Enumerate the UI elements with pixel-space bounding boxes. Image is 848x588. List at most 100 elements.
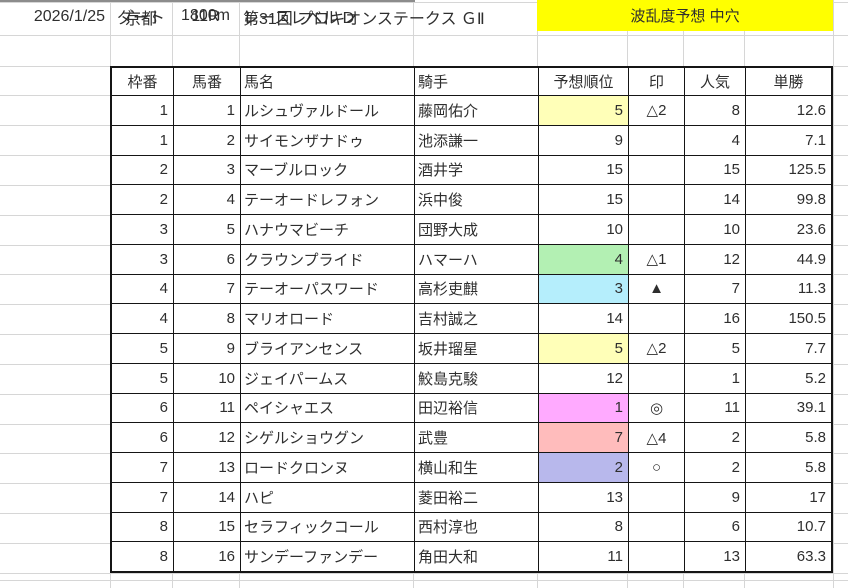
cell-predicted-rank[interactable]: 9 [539,125,629,156]
cell-popularity[interactable]: 1 [685,363,746,394]
cell-horse-name[interactable]: ジェイパームス [241,363,415,394]
cell-odds[interactable]: 5.2 [746,364,831,394]
cell-popularity[interactable]: 16 [685,304,746,334]
cell-uma[interactable]: 7 [174,274,241,305]
cell-mark[interactable]: ○ [629,453,685,483]
cell-jockey[interactable]: 吉村誠之 [415,304,539,334]
cell-waku[interactable]: 3 [112,215,174,245]
cell-popularity[interactable]: 14 [685,185,746,215]
cell-mark[interactable]: ◎ [629,393,685,424]
cell-waku[interactable]: 7 [112,453,174,483]
race-date[interactable]: 2026/1/25 [33,7,105,25]
cell-mark[interactable]: ▲ [629,274,685,305]
prediction-banner[interactable]: 波乱度予想 中穴 [537,0,833,31]
cell-horse-name[interactable]: シゲルショウグン [241,423,415,453]
cell-uma[interactable]: 16 [174,542,241,571]
cell-waku[interactable]: 6 [112,423,174,453]
cell-mark[interactable] [629,482,685,513]
cell-waku[interactable]: 1 [112,125,174,156]
cell-horse-name[interactable]: クラウンプライド [241,244,415,275]
col-header-odds[interactable]: 単勝 [746,68,831,96]
col-header-name[interactable]: 馬名 [241,68,415,96]
cell-popularity[interactable]: 8 [685,96,746,126]
cell-uma[interactable]: 8 [174,304,241,334]
cell-jockey[interactable]: 角田大和 [415,542,539,571]
cell-mark[interactable] [629,215,685,245]
cell-predicted-rank[interactable]: 10 [539,215,629,245]
cell-odds[interactable]: 125.5 [746,156,831,186]
cell-popularity[interactable]: 2 [685,423,746,453]
cell-odds[interactable]: 17 [746,483,831,513]
race-venue[interactable]: 京都 [124,10,157,28]
cell-popularity[interactable]: 13 [685,542,746,571]
cell-uma[interactable]: 9 [174,334,241,364]
cell-uma[interactable]: 2 [174,125,241,156]
cell-odds[interactable]: 5.8 [746,453,831,483]
col-header-waku[interactable]: 枠番 [112,68,174,96]
cell-horse-name[interactable]: ロードクロンヌ [241,453,415,483]
cell-popularity[interactable]: 15 [685,155,746,186]
cell-waku[interactable]: 2 [112,185,174,215]
cell-predicted-rank[interactable]: 1 [539,393,629,424]
cell-odds[interactable]: 150.5 [746,304,831,334]
cell-uma[interactable]: 4 [174,185,241,215]
cell-popularity[interactable]: 12 [685,244,746,275]
cell-popularity[interactable]: 4 [685,125,746,156]
cell-predicted-rank[interactable]: 13 [539,482,629,513]
cell-jockey[interactable]: 西村淳也 [415,512,539,543]
cell-odds[interactable]: 7.7 [746,334,831,364]
cell-jockey[interactable]: 田辺裕信 [415,393,539,424]
cell-jockey[interactable]: 菱田裕二 [415,482,539,513]
cell-horse-name[interactable]: サイモンザナドゥ [241,125,415,156]
cell-jockey[interactable]: 団野大成 [415,215,539,245]
cell-odds[interactable]: 23.6 [746,215,831,245]
cell-uma[interactable]: 6 [174,244,241,275]
cell-predicted-rank[interactable]: 8 [539,512,629,543]
cell-mark[interactable] [629,155,685,186]
cell-odds[interactable]: 11.3 [746,275,831,305]
cell-odds[interactable]: 10.7 [746,513,831,543]
race-number[interactable]: 11R [191,7,220,25]
cell-predicted-rank[interactable]: 5 [539,96,629,126]
cell-horse-name[interactable]: セラフィックコール [241,512,415,543]
cell-waku[interactable]: 3 [112,244,174,275]
cell-waku[interactable]: 4 [112,304,174,334]
cell-horse-name[interactable]: ハピ [241,482,415,513]
cell-mark[interactable] [629,542,685,571]
cell-horse-name[interactable]: マーブルロック [241,155,415,186]
cell-predicted-rank[interactable]: 3 [539,274,629,305]
cell-uma[interactable]: 11 [174,393,241,424]
cell-uma[interactable]: 1 [174,96,241,126]
cell-jockey[interactable]: 池添謙一 [415,125,539,156]
cell-predicted-rank[interactable]: 5 [539,334,629,364]
cell-popularity[interactable]: 7 [685,274,746,305]
cell-uma[interactable]: 13 [174,453,241,483]
cell-odds[interactable]: 99.8 [746,185,831,215]
cell-odds[interactable]: 39.1 [746,394,831,424]
cell-jockey[interactable]: ハマーハ [415,244,539,275]
cell-mark[interactable] [629,304,685,334]
cell-odds[interactable]: 12.6 [746,96,831,126]
cell-uma[interactable]: 12 [174,423,241,453]
cell-mark[interactable]: △1 [629,244,685,275]
cell-horse-name[interactable]: ブライアンセンス [241,334,415,364]
cell-mark[interactable]: △2 [629,96,685,126]
cell-jockey[interactable]: 坂井瑠星 [415,334,539,364]
cell-mark[interactable] [629,512,685,543]
cell-predicted-rank[interactable]: 12 [539,363,629,394]
cell-mark[interactable]: △2 [629,334,685,364]
race-surface[interactable]: ダート [116,9,165,27]
cell-odds[interactable]: 44.9 [746,245,831,275]
race-distance[interactable]: 1800m [181,6,230,24]
cell-predicted-rank[interactable]: 14 [539,304,629,334]
cell-uma[interactable]: 10 [174,363,241,394]
cell-predicted-rank[interactable]: 11 [539,542,629,571]
cell-jockey[interactable]: 武豊 [415,423,539,453]
cell-mark[interactable]: △4 [629,423,685,453]
cell-uma[interactable]: 3 [174,155,241,186]
cell-horse-name[interactable]: テーオードレフォン [241,185,415,215]
race-title[interactable]: 第31回 プロキオンステークス ＧⅡ [243,10,485,28]
cell-waku[interactable]: 4 [112,274,174,305]
cell-jockey[interactable]: 酒井学 [415,155,539,186]
cell-horse-name[interactable]: サンデーファンデー [241,542,415,571]
